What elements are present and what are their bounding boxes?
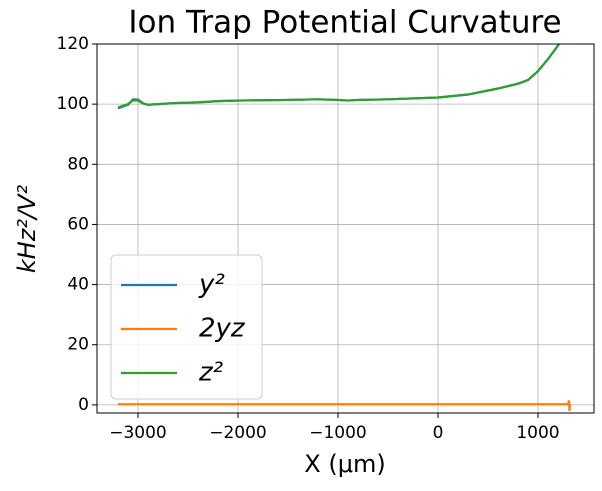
chart-title: Ion Trap Potential Curvature — [128, 5, 561, 41]
y-tick-label: 40 — [67, 275, 89, 295]
y-tick-label: 0 — [78, 395, 89, 415]
legend-label: y² — [198, 270, 225, 300]
y-tick-label: 20 — [67, 335, 89, 355]
x-tick-label: 0 — [433, 423, 444, 443]
y-tick-label: 60 — [67, 214, 89, 234]
plot-area — [117, 44, 572, 411]
series-line — [118, 400, 572, 411]
y-axis-label: kHz²/V² — [13, 184, 41, 273]
y-tick-label: 80 — [67, 154, 89, 174]
x-tick-label: −3000 — [109, 423, 167, 443]
legend-label: z² — [198, 358, 223, 388]
series-line — [117, 44, 561, 110]
y-tick-label: 120 — [57, 34, 89, 54]
x-tick-label: −1000 — [309, 423, 367, 443]
x-tick-label: 1000 — [516, 423, 559, 443]
legend-box — [110, 254, 263, 400]
x-axis-label: X (μm) — [304, 450, 385, 478]
y-tick-label: 100 — [57, 94, 89, 114]
series-line — [117, 44, 561, 109]
legend-label: 2yz — [199, 314, 246, 344]
x-tick-label: −2000 — [209, 423, 267, 443]
plot-frame — [96, 43, 595, 414]
